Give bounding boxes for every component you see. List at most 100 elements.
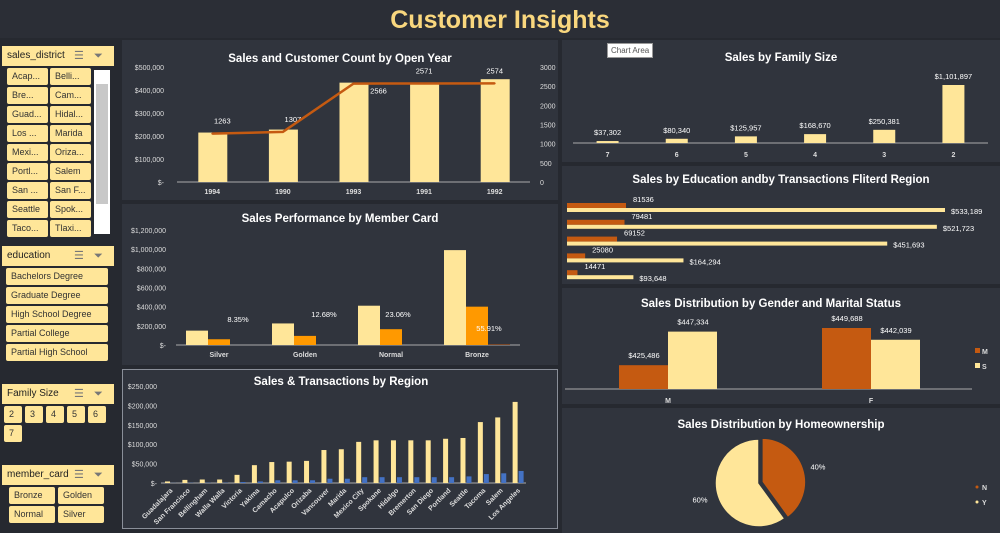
- x-tick-label: Golden: [293, 352, 317, 359]
- bar-transactions: [310, 480, 316, 483]
- y-tick-label: $200,000: [135, 134, 164, 141]
- chart-family-size[interactable]: Sales by Family Size $37,302 7 $80,340 6 $125…: [562, 40, 1000, 162]
- slicer-item-partial-high-school[interactable]: Partial High School: [6, 344, 108, 361]
- clear-filter-icon[interactable]: ⏷: [94, 250, 103, 262]
- bar-sales: [512, 401, 518, 483]
- multi-select-icon[interactable]: ☰: [74, 50, 84, 62]
- y2-tick-label: 2500: [540, 84, 556, 91]
- slicer-header: education ☰ ⏷: [2, 246, 114, 266]
- y-tick-label: $100,000: [128, 442, 157, 449]
- bar-sales: [373, 440, 379, 483]
- x-tick-label: 1990: [275, 189, 291, 196]
- multi-select-icon[interactable]: ☰: [74, 469, 84, 481]
- slicer-item-4[interactable]: 4: [46, 406, 64, 423]
- legend-swatch: [975, 348, 980, 353]
- slicer-item-hidal-[interactable]: Hidal...: [50, 106, 91, 123]
- slicer-item-spok-[interactable]: Spok...: [50, 201, 91, 218]
- chart-region[interactable]: Sales & Transactions by Region $- $50,000 $…: [122, 369, 558, 529]
- slicer-item-high-school-degree[interactable]: High School Degree: [6, 306, 108, 323]
- y2-tick-label: 3000: [540, 65, 556, 72]
- chart-member-card[interactable]: Sales Performance by Member Card $- $200,0…: [122, 204, 558, 365]
- y-tick-label: $100,000: [135, 157, 164, 164]
- slicer-item-tlaxi-[interactable]: Tlaxi...: [50, 220, 91, 237]
- x-tick-label: 4: [813, 152, 817, 159]
- bar-sales: [251, 465, 257, 483]
- bar-sales: [873, 129, 896, 143]
- legend-label: Y: [982, 500, 987, 507]
- bar-transactions: [431, 477, 437, 483]
- bar-transactions: [292, 480, 298, 483]
- x-tick-label: 5: [744, 152, 748, 159]
- data-label-count: 2566: [370, 87, 387, 96]
- bar-sales: [304, 460, 310, 483]
- bar-sales: [567, 224, 937, 229]
- slicer-item-san-[interactable]: San ...: [7, 182, 48, 199]
- slicer-item-7[interactable]: 7: [4, 425, 22, 442]
- bar-sales: [443, 438, 449, 483]
- slicer-item-portl-[interactable]: Portl...: [7, 163, 48, 180]
- clear-filter-icon[interactable]: ⏷: [94, 50, 103, 62]
- slicer-item-golden[interactable]: Golden: [58, 487, 104, 504]
- slicer-item-bre-[interactable]: Bre...: [7, 87, 48, 104]
- data-label: $425,486: [628, 351, 659, 360]
- slicer-item-taco-[interactable]: Taco...: [7, 220, 48, 237]
- slicer-item-cam-[interactable]: Cam...: [50, 87, 91, 104]
- y-tick-label: $600,000: [137, 286, 166, 293]
- clear-filter-icon[interactable]: ⏷: [94, 388, 103, 400]
- slicer-item-mexi-[interactable]: Mexi...: [7, 144, 48, 161]
- slicer-item-guad-[interactable]: Guad...: [7, 106, 48, 123]
- slicer-label: Family Size: [7, 388, 59, 399]
- data-label-count: 2571: [416, 66, 433, 75]
- pie-slice-N: [761, 437, 807, 519]
- slicer-item-bachelors-degree[interactable]: Bachelors Degree: [6, 268, 108, 285]
- slicer-item-seattle[interactable]: Seattle: [7, 201, 48, 218]
- slicer-item-belli-[interactable]: Belli...: [50, 68, 91, 85]
- slicer-item-oriza-[interactable]: Oriza...: [50, 144, 91, 161]
- slicer-item-silver[interactable]: Silver: [58, 506, 104, 523]
- bar-sales: [339, 82, 369, 182]
- y-tick-label: $50,000: [132, 462, 157, 469]
- slicer-item-graduate-degree[interactable]: Graduate Degree: [6, 287, 108, 304]
- slicer-item-2[interactable]: 2: [4, 406, 22, 423]
- slicer-item-partial-college[interactable]: Partial College: [6, 325, 108, 342]
- slicer-label: education: [7, 250, 51, 261]
- legend-label: N: [982, 485, 987, 492]
- slicer-item-marida[interactable]: Marida: [50, 125, 91, 142]
- bar-sales: [460, 437, 466, 483]
- slicer-label: member_card: [7, 469, 69, 480]
- slicer-item-acap-[interactable]: Acap...: [7, 68, 48, 85]
- bar-sales: [234, 474, 240, 483]
- scrollbar-thumb[interactable]: [96, 84, 108, 204]
- slicer-item-san-f-[interactable]: San F...: [50, 182, 91, 199]
- chart-gender[interactable]: Sales Distribution by Gender and Marital…: [562, 288, 1000, 404]
- slicer-item-6[interactable]: 6: [88, 406, 106, 423]
- slicer-item-5[interactable]: 5: [67, 406, 85, 423]
- bar-transactions: [362, 477, 368, 483]
- slicer-item-3[interactable]: 3: [25, 406, 43, 423]
- chart-open-year[interactable]: Sales and Customer Count by Open Year $- $…: [122, 40, 558, 200]
- slicer-item-salem[interactable]: Salem: [50, 163, 91, 180]
- data-label: $168,670: [799, 121, 830, 130]
- slicer-item-normal[interactable]: Normal: [9, 506, 55, 523]
- x-tick-label: Normal: [379, 352, 403, 359]
- bar-sales: [269, 462, 275, 483]
- clear-filter-icon[interactable]: ⏷: [94, 469, 103, 481]
- chart-title: Sales Performance by Member Card: [242, 213, 439, 225]
- slicer-item-bronze[interactable]: Bronze: [9, 487, 55, 504]
- legend-label: M: [982, 349, 988, 356]
- bar-transactions: [567, 219, 625, 225]
- bar-sales: [942, 85, 965, 143]
- multi-select-icon[interactable]: ☰: [74, 388, 84, 400]
- multi-select-icon[interactable]: ☰: [74, 250, 84, 262]
- x-tick-label: 1993: [346, 189, 362, 196]
- line-point: [211, 132, 214, 135]
- chart-homeownership[interactable]: Sales Distribution by Homeownership 40% 60…: [562, 408, 1000, 533]
- bar-sales: [804, 134, 827, 143]
- chart-education[interactable]: Sales by Education andby Transactions Fl…: [562, 166, 1000, 284]
- bar-transactions: [567, 203, 626, 208]
- slicer-item-los-[interactable]: Los ...: [7, 125, 48, 142]
- bar-sales: [410, 82, 440, 182]
- slicer-header: member_card ☰ ⏷: [2, 465, 114, 485]
- scrollbar[interactable]: [94, 70, 110, 234]
